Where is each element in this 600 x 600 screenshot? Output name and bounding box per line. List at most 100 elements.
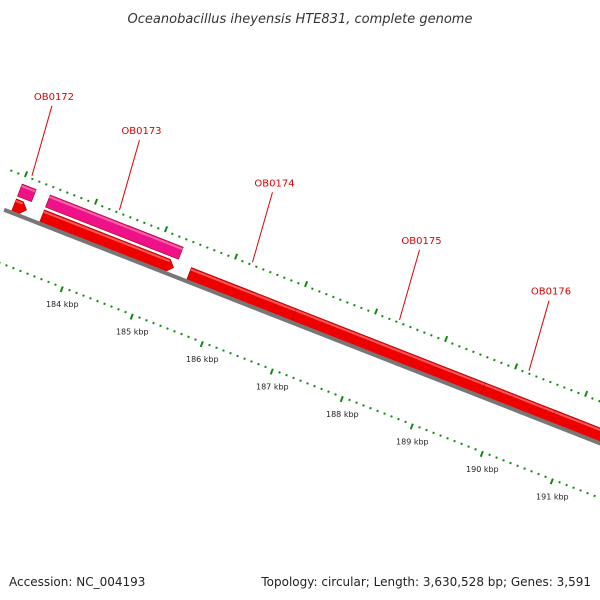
forward-gene-arrow [550, 409, 600, 443]
inner-tick [96, 299, 99, 303]
outer-tick [108, 207, 111, 211]
outer-tick [563, 386, 566, 389]
outer-tick [507, 364, 510, 367]
outer-tick [178, 235, 181, 238]
gene-highlight [21, 184, 36, 193]
outer-tick [409, 325, 412, 329]
inner-tick [68, 288, 71, 292]
inner-tick [479, 450, 484, 458]
outer-tick [276, 273, 279, 277]
outer-tick [353, 303, 356, 307]
inner-tick [334, 393, 337, 396]
inner-tick [59, 286, 64, 293]
label-leader-line [118, 139, 140, 211]
inner-tick [278, 371, 281, 374]
inner-tick [348, 398, 351, 402]
outer-tick [304, 280, 309, 288]
inner-tick [243, 357, 246, 361]
outer-tick [500, 361, 503, 365]
outer-tick [570, 388, 573, 392]
kbp-tick-label: 187 kbp [256, 383, 289, 392]
genome-backbone [3, 207, 600, 446]
outer-tick [423, 331, 426, 334]
gene-highlight [49, 195, 183, 250]
outer-tick [339, 298, 342, 301]
label-leader-line [252, 192, 273, 263]
outer-tick [465, 347, 468, 351]
inner-tick [523, 467, 526, 470]
outer-tick [185, 237, 188, 241]
outer-tick [73, 194, 76, 197]
kbp-tick-label: 186 kbp [186, 355, 219, 364]
inner-tick [313, 384, 316, 388]
gene-label-group: OB0172 OB0173 OB0174 OB0175 OB0176 [31, 92, 571, 371]
forward-gene-arrow [39, 209, 174, 272]
inner-tick [159, 324, 162, 328]
outer-tick [10, 169, 13, 172]
kbp-tick-label: 189 kbp [396, 437, 429, 446]
inner-tick [299, 379, 302, 382]
outer-tick [52, 185, 55, 189]
inner-tick [369, 406, 372, 410]
outer-tick [262, 268, 265, 271]
inner-tick [453, 439, 456, 443]
outer-tick [416, 328, 419, 332]
outer-tick [528, 372, 531, 376]
outer-tick [472, 350, 475, 354]
outer-tick [451, 342, 454, 345]
accession-text: Accession: NC_004193 [9, 575, 145, 589]
outer-tick [325, 292, 328, 296]
outer-tick [171, 232, 174, 236]
inner-tick [229, 351, 232, 355]
outer-tick [332, 295, 335, 299]
kbp-tick-label: 184 kbp [46, 300, 79, 309]
inner-tick [103, 302, 106, 306]
inner-tick [425, 428, 428, 432]
genome-summary-text: Topology: circular; Length: 3,630,528 bp… [260, 575, 591, 589]
inner-tick [117, 308, 120, 311]
kbp-tick-label: 191 kbp [536, 492, 569, 501]
inner-tick [549, 478, 554, 485]
inner-tick [586, 491, 589, 495]
outer-tick [444, 335, 449, 343]
inner-tick [376, 409, 379, 413]
outer-tick [367, 309, 370, 312]
inner-tick [409, 423, 414, 430]
outer-tick [38, 180, 41, 183]
inner-tick [579, 489, 582, 492]
inner-tick [33, 275, 36, 278]
outer-tick [143, 221, 146, 225]
outer-tick [360, 306, 363, 310]
inner-tick [516, 464, 519, 468]
outer-tick [31, 177, 34, 181]
inner-tick [320, 387, 323, 391]
inner-tick [12, 266, 15, 270]
inner-tick [397, 417, 400, 421]
inner-tick [460, 442, 463, 446]
inner-tick [236, 354, 239, 358]
inner-tick [89, 297, 92, 300]
gene-highlight [554, 411, 600, 431]
outer-tick [17, 172, 20, 175]
outer-tick [290, 279, 293, 282]
outer-tick [94, 198, 99, 205]
outer-tick [542, 377, 545, 381]
gene-label: OB0174 [254, 178, 294, 189]
inner-tick [383, 412, 386, 415]
outer-tick [80, 196, 83, 200]
label-leader-line [31, 105, 53, 176]
inner-tick [75, 291, 78, 295]
inner-tick [257, 362, 260, 366]
inner-tick [208, 343, 211, 347]
inner-tick [26, 272, 29, 275]
outer-tick [255, 265, 258, 269]
inner-tick [488, 453, 491, 457]
gene-label: OB0176 [531, 287, 571, 298]
inner-tick [306, 382, 309, 385]
inner-tick [572, 486, 575, 490]
inner-tick [187, 335, 190, 339]
outer-tick [535, 375, 538, 378]
inner-tick [339, 395, 344, 403]
gene-highlight [43, 210, 171, 263]
outer-tick [115, 210, 118, 214]
